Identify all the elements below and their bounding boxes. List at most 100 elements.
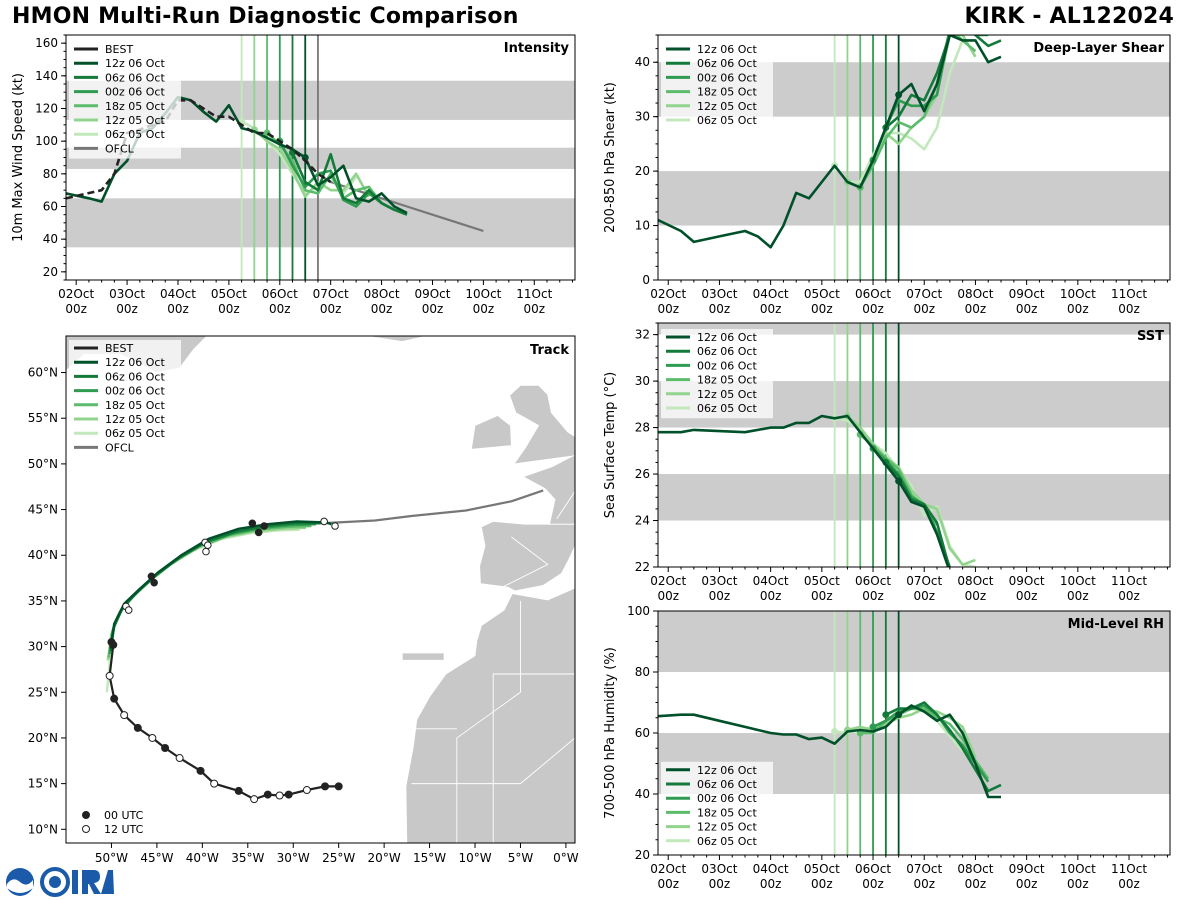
rh-xtick-label-day: 05Oct — [804, 862, 840, 876]
intensity-legend-label: 00z 06 Oct — [105, 86, 165, 99]
rh-xtick-label-hour: 00z — [913, 877, 935, 891]
shear-panel: 01020304002Oct00z03Oct00z04Oct00z05Oct00… — [603, 34, 1171, 316]
track-lat-label: 60°N — [28, 366, 58, 380]
country-border-1 — [492, 673, 575, 843]
intensity-ytick-label: 40 — [43, 232, 58, 246]
track-lon-label: 35°W — [231, 851, 264, 865]
sst-ytick-label: 28 — [635, 421, 650, 435]
best-marker-00z — [133, 723, 142, 732]
rh-ytick-label: 80 — [635, 665, 650, 679]
intensity-xtick-label-hour: 00z — [116, 302, 138, 316]
sst-panel: 22242628303202Oct00z03Oct00z04Oct00z05Oc… — [603, 322, 1171, 603]
rh-series-12z-06-oct — [658, 704, 1001, 799]
intensity-xtick-label-hour: 00z — [167, 302, 189, 316]
sst-legend-label: 00z 06 Oct — [697, 359, 757, 372]
forecast-marker-12z — [331, 522, 339, 530]
intensity-xtick-label-hour: 00z — [523, 302, 545, 316]
rh-legend-label: 06z 06 Oct — [697, 778, 757, 791]
forecast-marker-00z — [150, 578, 158, 587]
best-marker-00z — [196, 766, 205, 775]
shear-xtick-label-hour: 00z — [862, 302, 884, 316]
shear-series-06z-05-oct — [833, 39, 964, 184]
shear-ytick-label: 40 — [635, 55, 650, 69]
shear-xtick-label-day: 03Oct — [701, 287, 737, 301]
rh-xtick-label-day: 11Oct — [1111, 862, 1147, 876]
intensity-legend-label: 06z 05 Oct — [105, 128, 165, 141]
shear-xtick-label-hour: 00z — [913, 302, 935, 316]
track-frame — [65, 335, 576, 844]
rh-legend-label: 12z 06 Oct — [697, 764, 757, 777]
forecast-marker-00z — [147, 572, 156, 581]
rh-xtick-label-day: 08Oct — [957, 862, 993, 876]
sst-ytick-label: 22 — [635, 560, 650, 574]
land-iberia — [479, 520, 575, 592]
forecast-marker-00z — [248, 519, 257, 528]
track-legend-label: OFCL — [105, 441, 135, 454]
track-lat-label: 55°N — [28, 411, 58, 425]
sst-legend-label: 12z 06 Oct — [697, 331, 757, 344]
sst-xtick-label-hour: 00z — [965, 589, 987, 603]
intensity-xtick-label-day: 04Oct — [160, 287, 196, 301]
rh-ytick-label: 20 — [635, 848, 650, 862]
forecast-marker-12z — [320, 517, 328, 526]
track-title: Track — [530, 343, 569, 358]
land-canaries — [401, 652, 445, 661]
track-lat-label: 45°N — [28, 503, 58, 517]
sst-ytick-label: 26 — [635, 467, 650, 481]
country-border-4 — [492, 536, 549, 593]
shear-band-0 — [658, 171, 1170, 226]
intensity-legend-label: 12z 05 Oct — [105, 114, 165, 127]
shear-xtick-label-hour: 00z — [709, 302, 731, 316]
rh-xtick-label-hour: 00z — [862, 877, 884, 891]
forecast-marker-12z — [203, 541, 212, 549]
shear-title: Deep-Layer Shear — [1033, 41, 1164, 56]
intensity-title: Intensity — [504, 41, 570, 56]
sst-legend-label: 06z 06 Oct — [697, 345, 757, 358]
land-britain — [509, 384, 575, 465]
sst-init-point-12z-06-oct — [895, 477, 903, 485]
intensity-legend-label: 12z 06 Oct — [105, 57, 165, 70]
intensity-ytick-label: 80 — [43, 167, 58, 181]
track-legend-label: 06z 06 Oct — [105, 370, 165, 383]
rh-init-point-00z-06-oct — [869, 723, 877, 731]
rh-legend-label: 12z 05 Oct — [697, 821, 757, 834]
forecast-marker-00z — [260, 522, 268, 530]
sst-xtick-label-hour: 00z — [1067, 589, 1089, 603]
sst-band-2 — [658, 323, 1170, 335]
best-marker-12z — [120, 711, 129, 720]
rh-xtick-label-day: 03Oct — [701, 862, 737, 876]
shear-ytick-label: 0 — [642, 273, 650, 287]
sst-xtick-label-hour: 00z — [1016, 589, 1038, 603]
intensity-series-06z-06-oct — [291, 152, 408, 216]
intensity-ytick-label: 100 — [35, 134, 58, 148]
sst-ylabel: Sea Surface Temp (°C) — [603, 372, 618, 519]
track-lon-label: 50°W — [95, 851, 128, 865]
intensity-ytick-label: 140 — [35, 69, 58, 83]
intensity-band-0 — [66, 198, 575, 248]
best-marker-00z — [110, 694, 119, 703]
sst-ytick-label: 32 — [635, 328, 650, 342]
sst-title: SST — [1137, 329, 1164, 344]
shear-legend-bg — [661, 41, 773, 131]
shear-xtick-label-hour: 00z — [1118, 302, 1140, 316]
noaa-cira-logo — [6, 867, 114, 897]
best-marker-00z — [334, 782, 343, 791]
track-legend-label: 12z 06 Oct — [105, 356, 165, 369]
sst-legend-label: 06z 05 Oct — [697, 402, 757, 415]
track-legend-label: 00z 06 Oct — [105, 385, 165, 398]
track-lon-label: 20°W — [368, 851, 401, 865]
best-marker-00z — [263, 790, 272, 799]
shear-legend-label: 12z 06 Oct — [697, 43, 757, 56]
sst-ytick-label: 30 — [635, 374, 650, 388]
sst-xtick-label-day: 10Oct — [1060, 574, 1096, 588]
sst-xtick-label-hour: 00z — [811, 589, 833, 603]
sst-xtick-label-day: 09Oct — [1009, 574, 1045, 588]
rh-legend-label: 00z 06 Oct — [697, 792, 757, 805]
sst-xtick-label-hour: 00z — [913, 589, 935, 603]
intensity-legend-label: BEST — [105, 43, 133, 56]
best-marker-12z — [175, 754, 184, 763]
rh-xtick-label-day: 09Oct — [1009, 862, 1045, 876]
sst-xtick-label-hour: 00z — [862, 589, 884, 603]
track-lon-label: 0°W — [553, 851, 579, 865]
intensity-xtick-label-hour: 00z — [371, 302, 393, 316]
